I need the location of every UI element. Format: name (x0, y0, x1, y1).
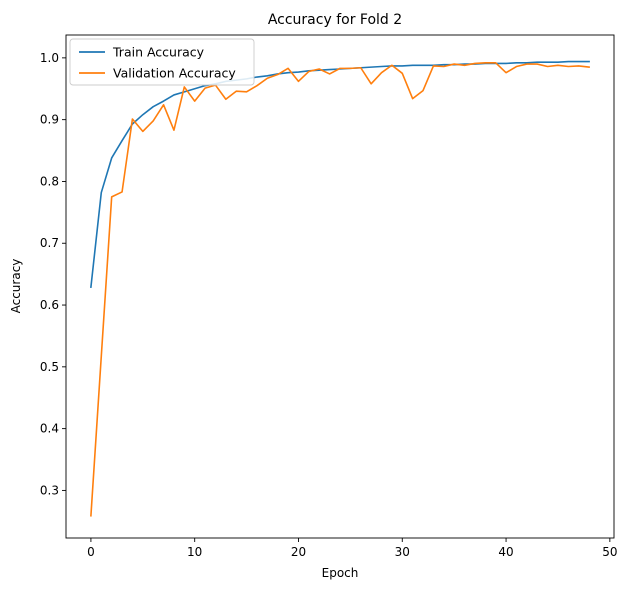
series-layer (90, 60, 590, 517)
y-axis-label: Accuracy (9, 259, 23, 314)
chart-title: Accuracy for Fold 2 (268, 12, 402, 28)
y-tick-label: 0.4 (40, 422, 59, 436)
axes-layer: 0 10 20 30 40 50 0.3 0.4 0.5 0.6 0.7 0.8 0.9 1.0 (40, 34, 617, 559)
y-tick-label: 0.6 (40, 298, 59, 312)
series-line-1 (90, 62, 590, 517)
legend-box (69, 38, 255, 86)
y-tick-label: 0.5 (40, 360, 59, 374)
y-tick-label: 0.8 (40, 174, 59, 188)
plot-area (66, 35, 614, 538)
y-tick-label: 0.3 (40, 483, 59, 497)
x-tick-label: 40 (498, 545, 513, 559)
y-tick-label: 1.0 (40, 51, 59, 65)
y-tick-label: 0.9 (40, 113, 59, 127)
x-tick-label: 30 (395, 545, 410, 559)
x-tick-label: 50 (602, 545, 617, 559)
legend-label-0: Train Accuracy (112, 45, 205, 60)
legend: Train Accuracy Validation Accuracy (69, 38, 255, 86)
x-tick-label: 10 (187, 545, 202, 559)
x-tick-label: 20 (291, 545, 306, 559)
axes-frame (65, 34, 615, 539)
legend-label-1: Validation Accuracy (113, 66, 236, 81)
y-tick-label: 0.7 (40, 236, 59, 250)
x-tick-label: 0 (87, 545, 95, 559)
x-axis-label: Epoch (322, 566, 359, 580)
